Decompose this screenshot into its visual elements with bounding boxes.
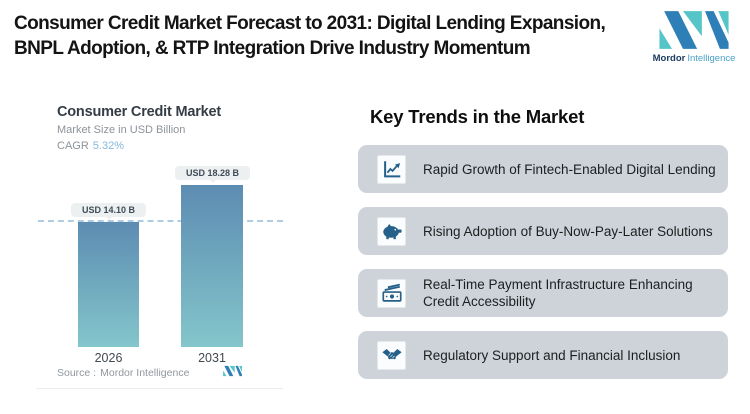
trend-label: Real-Time Payment Infrastructure Enhanci… bbox=[423, 277, 693, 309]
market-chart-card: Consumer Credit Market Market Size in US… bbox=[36, 96, 286, 392]
page-title-line1: Consumer Credit Market Forecast to 2031:… bbox=[14, 13, 606, 34]
trend-icon-box bbox=[377, 340, 406, 370]
banknote-icon bbox=[381, 283, 402, 302]
piggy-bank-icon bbox=[382, 224, 402, 240]
trend-card-rtp: Real-Time Payment Infrastructure Enhanci… bbox=[358, 269, 728, 317]
trend-label: Regulatory Support and Financial Inclusi… bbox=[423, 347, 681, 363]
bar-value-label-2031: USD 18.28 B bbox=[175, 166, 250, 183]
x-tick-2026: 2026 bbox=[94, 351, 123, 365]
reference-dashed-line bbox=[38, 220, 283, 222]
trend-label: Rapid Growth of Fintech-Enabled Digital … bbox=[423, 161, 716, 177]
key-trends-section: Key Trends in the Market Rapid Growth of… bbox=[358, 96, 728, 379]
trend-icon-box bbox=[377, 154, 406, 184]
trend-card-bnpl: Rising Adoption of Buy-Now-Pay-Later Sol… bbox=[358, 207, 728, 255]
line-chart-growth-icon bbox=[383, 161, 400, 178]
cagr-value: 5.32% bbox=[92, 140, 124, 152]
x-tick-2031: 2031 bbox=[198, 351, 226, 365]
source-value: Mordor Intelligence bbox=[100, 367, 190, 379]
bar-value-label-2026: USD 14.10 B bbox=[71, 203, 146, 220]
trend-icon-box bbox=[377, 278, 406, 308]
bar-chart-plot: USD 14.10 B USD 18.28 B 2026 2031 bbox=[36, 96, 286, 392]
source-label: Source : bbox=[57, 367, 97, 379]
mordor-logo-icon bbox=[659, 11, 729, 49]
page-title: Consumer Credit Market Forecast to 2031:… bbox=[14, 11, 606, 61]
page-title-line2: BNPL Adoption, & RTP Integration Drive I… bbox=[14, 38, 531, 59]
trend-card-regulatory: Regulatory Support and Financial Inclusi… bbox=[358, 331, 728, 379]
bar-2026 bbox=[78, 222, 139, 347]
source-attribution: Source : Mordor Intelligence bbox=[57, 367, 189, 379]
trend-label: Rising Adoption of Buy-Now-Pay-Later Sol… bbox=[423, 223, 713, 239]
trend-list: Rapid Growth of Fintech-Enabled Digital … bbox=[358, 145, 728, 379]
chart-subtitle: Market Size in USD Billion bbox=[57, 124, 186, 136]
mordor-intelligence-logo: Mordor Intelligence bbox=[651, 8, 737, 64]
mordor-mini-logo-icon bbox=[223, 365, 242, 377]
chart-title: Consumer Credit Market bbox=[57, 104, 221, 120]
trends-heading: Key Trends in the Market bbox=[370, 106, 585, 127]
handshake-icon bbox=[381, 349, 402, 360]
trend-card-digital-lending: Rapid Growth of Fintech-Enabled Digital … bbox=[358, 145, 728, 193]
mordor-logo-text: Mordor Intelligence bbox=[652, 53, 736, 64]
chart-cagr: CAGR 5.32% bbox=[57, 140, 124, 152]
bar-2031 bbox=[181, 185, 243, 347]
cagr-label: CAGR bbox=[57, 140, 89, 152]
card-bottom-divider bbox=[36, 388, 283, 389]
trend-icon-box bbox=[377, 216, 406, 246]
